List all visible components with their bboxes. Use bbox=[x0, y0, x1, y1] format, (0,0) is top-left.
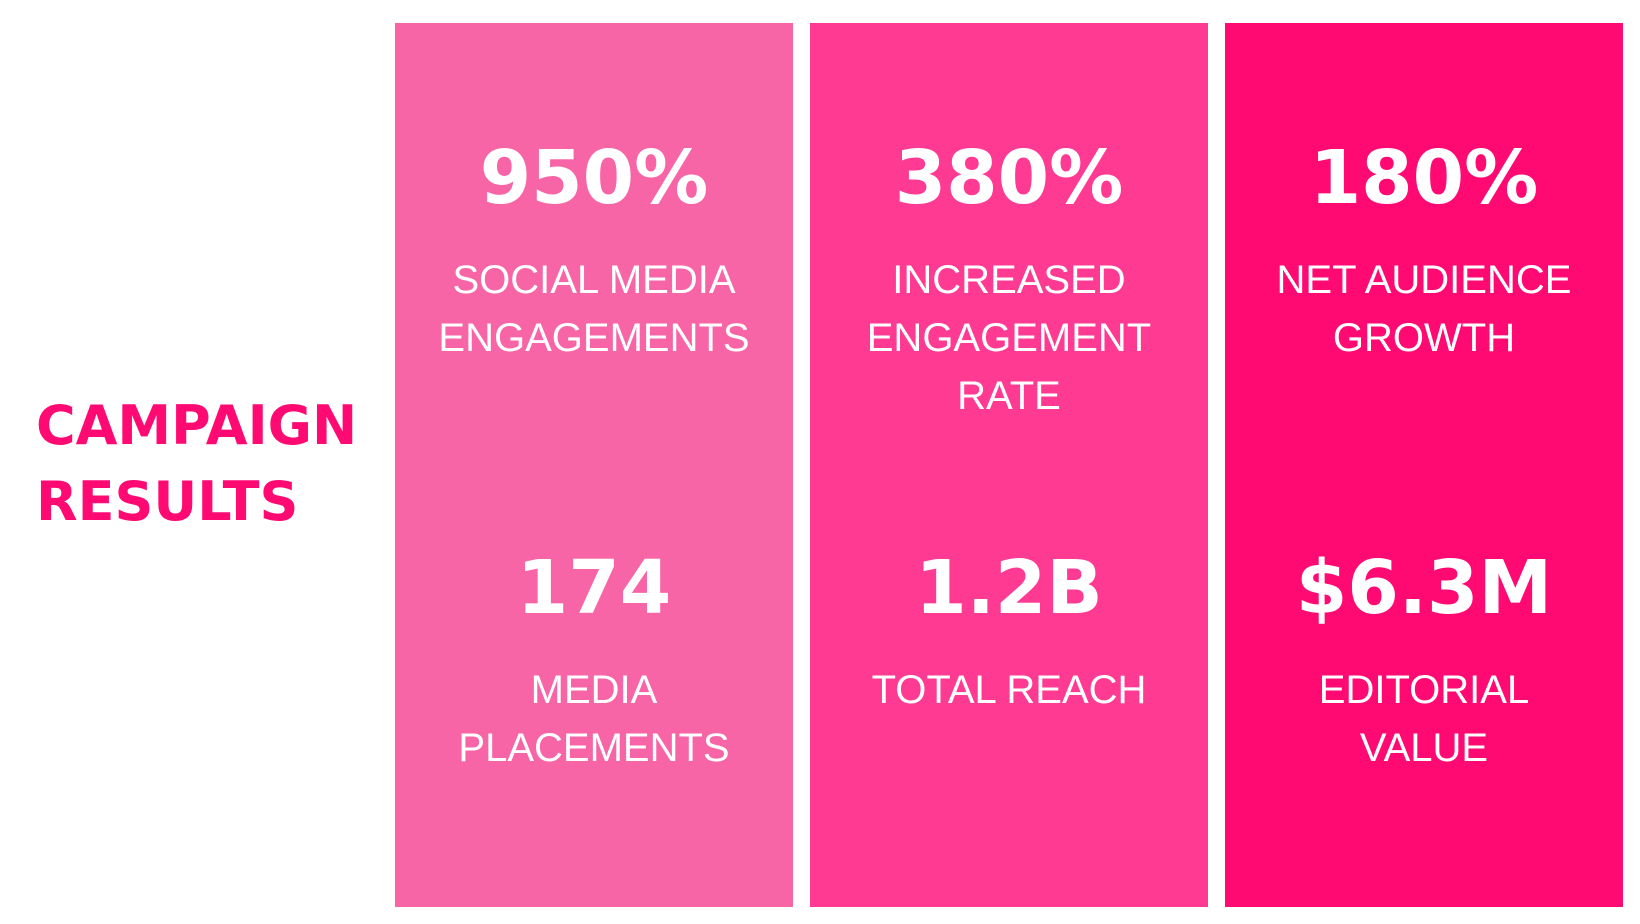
heading-line-1: CAMPAIGN bbox=[36, 394, 358, 457]
stat-net-audience-growth: 180% NET AUDIENCE GROWTH bbox=[1225, 133, 1623, 367]
stat-label: INCREASED ENGAGEMENT RATE bbox=[866, 258, 1152, 418]
stat-total-reach: 1.2B TOTAL REACH bbox=[810, 543, 1208, 719]
stat-value: 1.2B bbox=[915, 545, 1103, 631]
stat-value: 380% bbox=[894, 135, 1124, 221]
stat-label: EDITORIAL VALUE bbox=[1318, 668, 1530, 770]
stat-panel-3: 180% NET AUDIENCE GROWTH $6.3M EDITORIAL… bbox=[1225, 23, 1623, 907]
campaign-results-heading: CAMPAIGN RESULTS bbox=[36, 388, 357, 540]
stat-value: $6.3M bbox=[1295, 545, 1553, 631]
stat-label: TOTAL REACH bbox=[871, 668, 1147, 712]
stat-panel-2: 380% INCREASED ENGAGEMENT RATE 1.2B TOTA… bbox=[810, 23, 1208, 907]
stat-editorial-value: $6.3M EDITORIAL VALUE bbox=[1225, 543, 1623, 777]
stat-social-media-engagements: 950% SOCIAL MEDIA ENGAGEMENTS bbox=[395, 133, 793, 367]
stat-label: NET AUDIENCE GROWTH bbox=[1276, 258, 1572, 360]
stat-value: 180% bbox=[1309, 135, 1539, 221]
stat-panel-1: 950% SOCIAL MEDIA ENGAGEMENTS 174 MEDIA … bbox=[395, 23, 793, 907]
stat-media-placements: 174 MEDIA PLACEMENTS bbox=[395, 543, 793, 777]
stat-label: MEDIA PLACEMENTS bbox=[458, 668, 730, 770]
stat-increased-engagement-rate: 380% INCREASED ENGAGEMENT RATE bbox=[810, 133, 1208, 425]
heading-line-2: RESULTS bbox=[36, 470, 299, 533]
stat-value: 950% bbox=[479, 135, 709, 221]
stat-value: 174 bbox=[516, 545, 672, 631]
stat-label: SOCIAL MEDIA ENGAGEMENTS bbox=[438, 258, 750, 360]
